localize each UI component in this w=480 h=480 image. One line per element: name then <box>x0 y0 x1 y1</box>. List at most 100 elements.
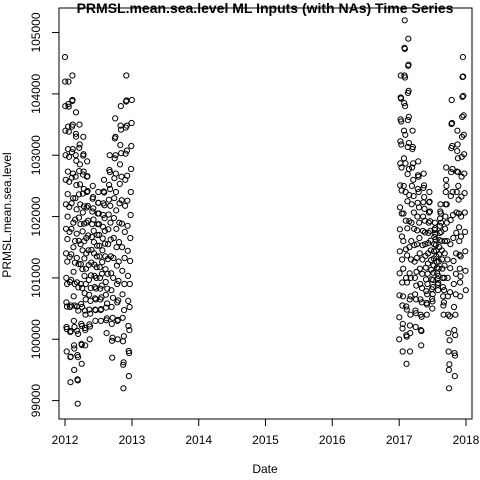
data-point <box>429 295 436 302</box>
data-point <box>419 256 426 263</box>
data-point <box>115 297 122 304</box>
data-point <box>421 194 428 201</box>
data-point <box>452 311 459 318</box>
data-point <box>96 242 103 249</box>
data-point <box>454 148 461 155</box>
data-point <box>401 100 408 107</box>
data-point <box>457 233 464 240</box>
data-point <box>427 227 434 234</box>
data-point <box>397 138 404 145</box>
data-point <box>406 192 413 199</box>
data-point <box>414 185 421 193</box>
data-point <box>87 272 95 279</box>
data-point <box>67 379 74 386</box>
x-tick-label: 2012 <box>52 433 79 447</box>
data-point <box>450 257 457 265</box>
data-point <box>442 176 450 183</box>
data-point <box>80 151 87 158</box>
x-tick-label: 2015 <box>252 433 279 447</box>
data-point <box>461 170 468 177</box>
data-point <box>108 287 115 294</box>
data-point <box>79 266 86 273</box>
data-point <box>408 219 415 226</box>
data-point <box>462 267 469 274</box>
data-point <box>94 231 101 239</box>
data-point <box>451 373 458 380</box>
data-point <box>423 301 431 308</box>
data-point <box>408 201 415 208</box>
data-point <box>105 241 112 248</box>
data-point <box>107 219 114 226</box>
data-point <box>457 279 464 286</box>
data-point <box>415 173 422 180</box>
data-point <box>399 302 406 309</box>
data-point <box>426 198 433 205</box>
data-point <box>124 172 131 179</box>
data-point <box>455 169 462 176</box>
data-point <box>410 193 417 200</box>
data-point <box>110 234 117 242</box>
data-point <box>456 251 463 258</box>
data-point <box>418 313 425 320</box>
data-point <box>73 182 80 189</box>
data-point <box>103 330 110 337</box>
data-point <box>121 228 128 235</box>
data-point <box>121 280 128 288</box>
data-point <box>408 182 415 189</box>
data-point <box>402 217 409 224</box>
data-point <box>445 330 452 337</box>
data-point <box>117 103 124 110</box>
data-point <box>85 232 92 239</box>
data-point <box>90 239 98 246</box>
data-point <box>76 141 83 148</box>
data-point <box>127 234 134 242</box>
data-point <box>446 361 453 368</box>
data-point <box>425 229 432 236</box>
data-point <box>64 168 72 175</box>
data-point <box>412 307 419 314</box>
data-point <box>452 332 459 339</box>
data-point <box>402 103 409 110</box>
data-point <box>108 303 115 311</box>
data-point <box>65 78 72 85</box>
data-point <box>122 202 129 209</box>
data-point <box>453 229 460 236</box>
data-point <box>109 294 117 301</box>
data-point <box>416 265 423 272</box>
y-tick-label: 103000 <box>29 135 43 175</box>
data-point <box>418 342 425 349</box>
data-point <box>74 377 81 384</box>
data-point <box>410 209 417 216</box>
data-point <box>67 353 74 360</box>
data-point <box>413 254 420 262</box>
data-point <box>102 278 109 286</box>
data-point <box>407 274 414 281</box>
data-point <box>404 198 411 205</box>
data-point <box>405 87 412 94</box>
data-point <box>429 291 436 298</box>
data-point <box>396 226 403 233</box>
data-point <box>459 54 466 61</box>
data-point <box>453 188 460 196</box>
data-point <box>79 209 86 216</box>
data-point <box>89 182 96 189</box>
data-point <box>449 165 456 173</box>
data-point <box>97 285 104 292</box>
data-point <box>125 297 132 304</box>
data-point <box>420 184 427 191</box>
data-point <box>81 255 88 262</box>
data-point <box>424 280 431 288</box>
data-point <box>437 201 444 208</box>
data-point <box>118 220 126 227</box>
data-point <box>400 210 407 217</box>
data-point <box>109 334 116 341</box>
data-point <box>78 300 85 308</box>
data-point <box>111 195 118 202</box>
data-point <box>82 280 89 288</box>
data-point <box>441 250 448 257</box>
data-point <box>76 181 84 188</box>
data-point <box>404 171 411 178</box>
data-point <box>409 164 416 171</box>
data-point <box>96 231 103 239</box>
data-point <box>118 150 125 157</box>
